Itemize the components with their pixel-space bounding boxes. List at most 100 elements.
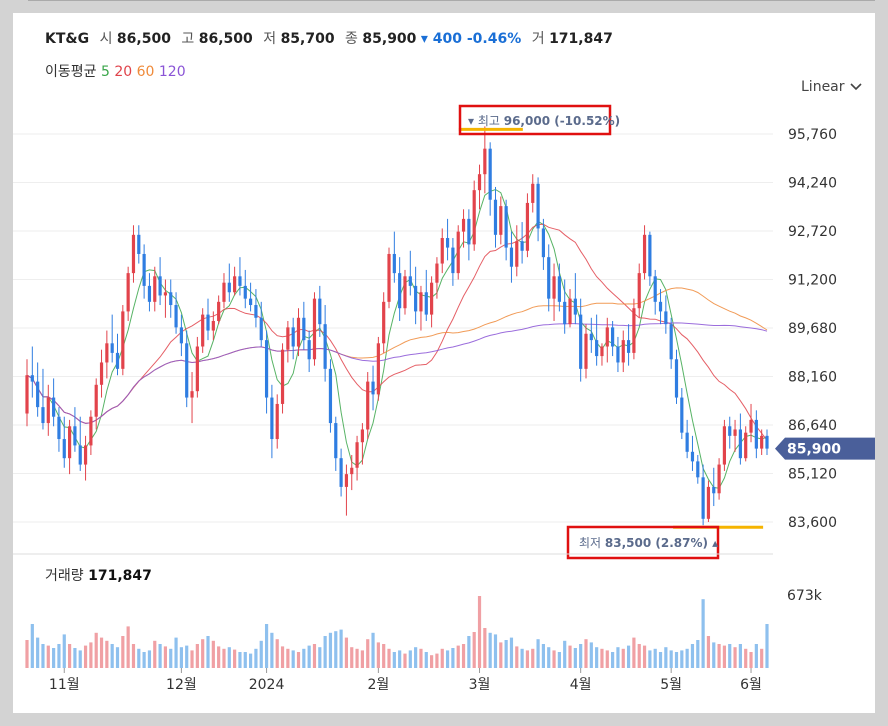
candle bbox=[201, 308, 205, 353]
volume-bar bbox=[701, 599, 705, 668]
candle-body bbox=[637, 273, 641, 309]
volume-bar bbox=[382, 644, 386, 668]
volume-bar bbox=[286, 648, 290, 668]
candle bbox=[243, 269, 247, 309]
volume-bar bbox=[190, 650, 194, 668]
volume-bar bbox=[270, 632, 274, 668]
candle bbox=[600, 343, 604, 366]
candle bbox=[541, 218, 545, 270]
candle-body bbox=[600, 346, 604, 357]
candle-body bbox=[67, 426, 72, 459]
volume-bar bbox=[728, 644, 732, 668]
volume-bar bbox=[217, 646, 221, 668]
candle-body bbox=[243, 285, 247, 299]
candle-body bbox=[83, 445, 88, 465]
volume-bar bbox=[765, 624, 769, 668]
volume-bar bbox=[749, 652, 753, 668]
candle bbox=[249, 282, 253, 312]
ma-period-60[interactable]: 60 bbox=[132, 64, 155, 80]
moving-average-legend: 이동평균 5 20 60 120 bbox=[45, 61, 186, 81]
volume-bar bbox=[605, 650, 609, 668]
candle-body bbox=[270, 397, 274, 440]
volume-bar bbox=[233, 649, 237, 668]
candle-body bbox=[195, 346, 199, 392]
low-marker-box bbox=[566, 525, 720, 560]
candle bbox=[264, 330, 269, 414]
candlestick-chart[interactable]: 95,760 94,240 92,720 91,200 89,680 88,160 86,6… bbox=[13, 13, 875, 713]
candle-body bbox=[153, 276, 157, 302]
volume-bar bbox=[52, 648, 56, 668]
volume-bar bbox=[552, 650, 556, 668]
candle bbox=[477, 164, 482, 210]
candle bbox=[360, 423, 364, 465]
candle bbox=[706, 480, 711, 522]
candle-body bbox=[621, 340, 625, 363]
volume-bar bbox=[291, 650, 295, 668]
volume-bar bbox=[142, 652, 146, 668]
volume-bar bbox=[504, 640, 508, 668]
volume-bar bbox=[674, 652, 679, 668]
candle bbox=[387, 247, 391, 309]
candle-body bbox=[674, 359, 679, 398]
candle bbox=[744, 426, 748, 462]
volume-value: 171,847 bbox=[549, 31, 613, 47]
candle bbox=[190, 372, 194, 424]
volume-bar bbox=[323, 636, 327, 668]
candle bbox=[67, 419, 72, 475]
ma-period-120[interactable]: 120 bbox=[154, 64, 186, 80]
candle bbox=[493, 186, 498, 248]
volume-bar bbox=[733, 647, 737, 668]
volume-bar bbox=[680, 650, 684, 668]
candle-body bbox=[179, 327, 183, 344]
candle-body bbox=[515, 241, 519, 267]
candle bbox=[366, 372, 370, 440]
volume-bar bbox=[131, 644, 136, 668]
candle-body bbox=[451, 247, 455, 274]
volume-bar bbox=[62, 634, 66, 668]
volume-bar bbox=[589, 642, 593, 668]
candle bbox=[637, 263, 641, 318]
ma-line-5 bbox=[26, 188, 768, 489]
candle-body bbox=[525, 202, 530, 251]
candle-body bbox=[685, 432, 689, 452]
ma-period-5[interactable]: 5 bbox=[100, 64, 110, 80]
volume-bar bbox=[584, 639, 588, 668]
volume-bar bbox=[642, 645, 647, 668]
candle-body bbox=[461, 218, 466, 232]
candle-body bbox=[552, 276, 556, 299]
candle bbox=[78, 416, 82, 471]
volume-bar bbox=[483, 628, 487, 668]
candle bbox=[291, 317, 295, 360]
candle bbox=[632, 298, 636, 360]
candle bbox=[499, 196, 503, 245]
last-price-tag bbox=[775, 437, 875, 460]
candle bbox=[616, 336, 620, 373]
volume-bar bbox=[105, 640, 109, 668]
volume-bar bbox=[435, 653, 439, 668]
candle bbox=[573, 273, 577, 325]
candle bbox=[339, 448, 343, 497]
candle bbox=[408, 250, 412, 296]
candle bbox=[36, 362, 40, 417]
candle-body bbox=[584, 333, 588, 369]
candle-body bbox=[669, 324, 673, 360]
candle bbox=[83, 435, 88, 481]
candle-body bbox=[126, 273, 130, 312]
candle-body bbox=[712, 486, 716, 494]
candle-body bbox=[488, 148, 492, 200]
scale-dropdown[interactable]: Linear bbox=[801, 79, 863, 95]
candle bbox=[419, 285, 423, 331]
candle-body bbox=[520, 241, 524, 251]
candle bbox=[472, 180, 476, 251]
candle bbox=[403, 269, 407, 315]
volume-bar bbox=[744, 648, 748, 668]
ma-period-20[interactable]: 20 bbox=[109, 64, 133, 80]
candle-body bbox=[611, 327, 615, 347]
volume-bar bbox=[222, 648, 226, 668]
volume-bar bbox=[493, 634, 498, 668]
volume-bar bbox=[36, 637, 40, 668]
ma-line-20 bbox=[26, 223, 768, 441]
candle bbox=[41, 368, 45, 430]
candle-body bbox=[387, 253, 391, 302]
volume-bar bbox=[637, 644, 641, 668]
